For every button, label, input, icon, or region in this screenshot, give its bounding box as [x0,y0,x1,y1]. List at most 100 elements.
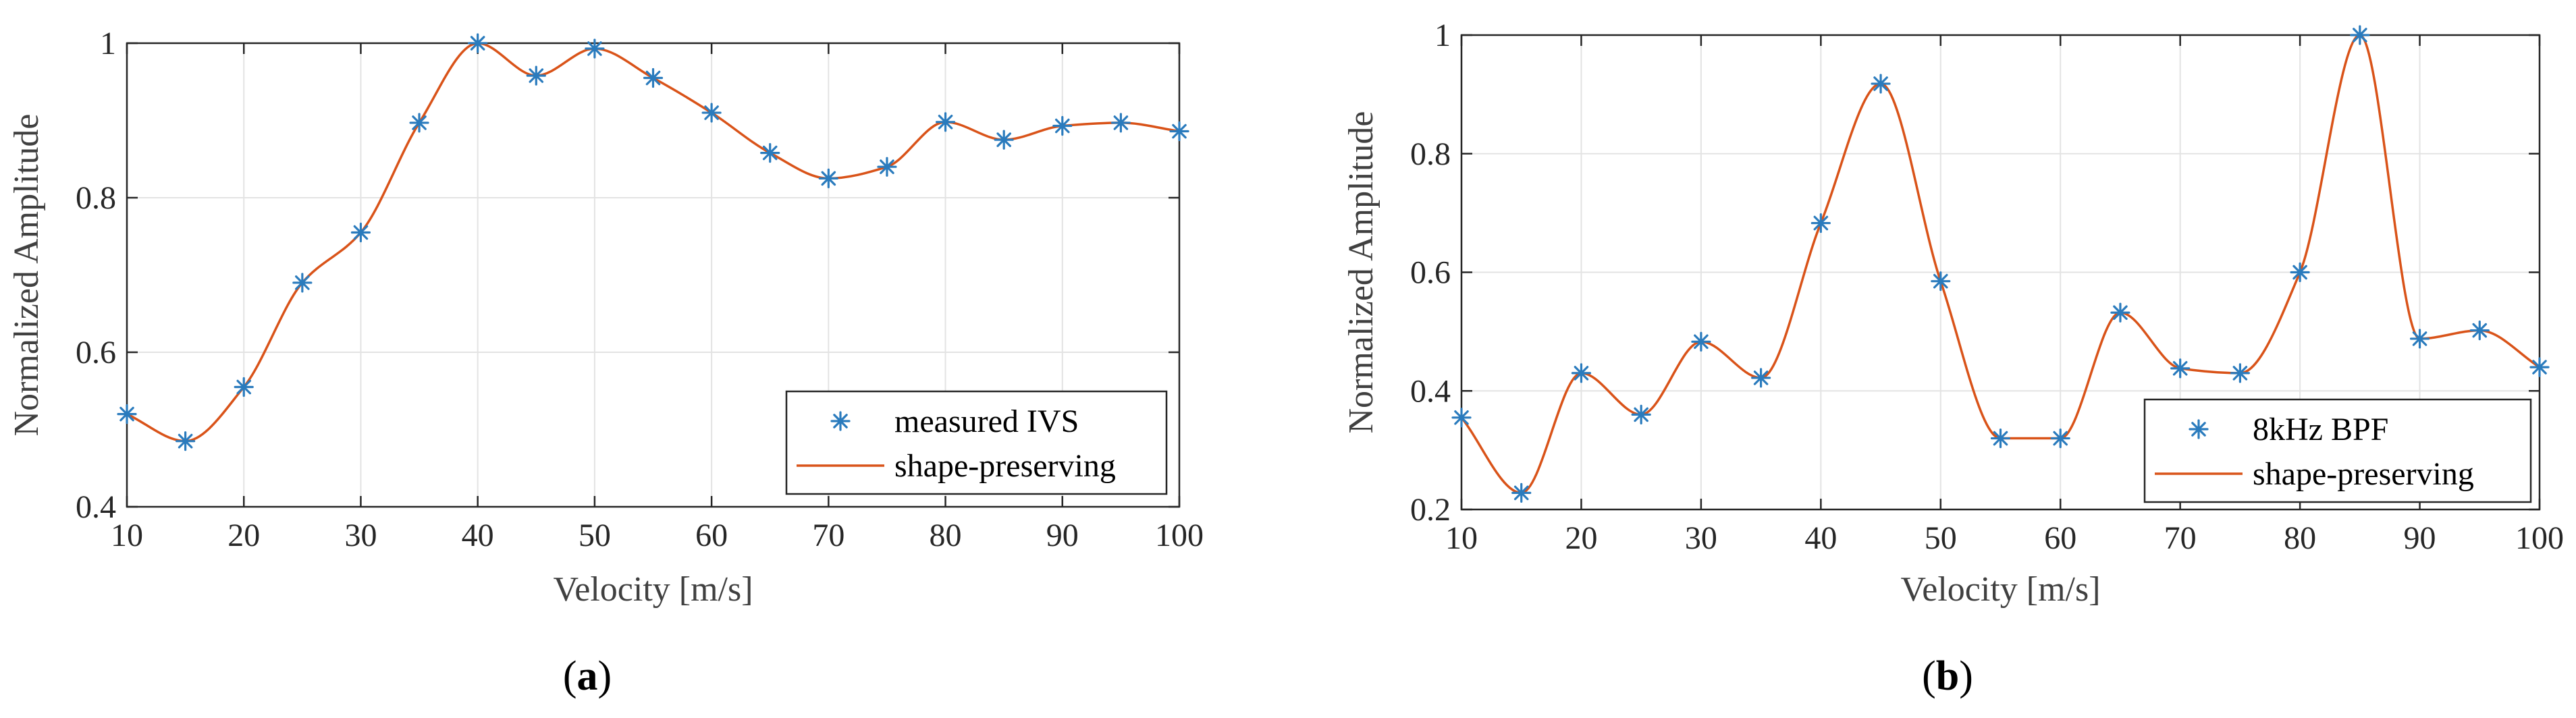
chart-b-y-tick-label: 0.4 [1410,373,1451,409]
chart-a-data-point [350,222,371,243]
chart-b-data-point [1990,428,2011,449]
chart-a-data-point [176,431,196,451]
chart-a-x-axis-label: Velocity [m/s] [553,570,753,609]
chart-b-legend-star [2189,419,2209,439]
chart-b-caption-close: ) [1959,653,1973,699]
chart-a-legend: measured IVS shape-preserving [785,390,1168,495]
chart-a-data-point [935,112,956,132]
chart-b-legend: 8kHz BPF shape-preserving [2143,398,2532,503]
chart-a-legend-label-line: shape-preserving [894,448,1116,484]
chart-a-data-point [468,33,488,53]
chart-b-data-point [1871,74,1891,94]
chart-b-x-tick-label: 30 [1685,520,1717,556]
chart-b-data-point [2110,302,2130,323]
chart-b-data-point [1571,363,1592,383]
chart-a-legend-marker-symbol [830,411,851,431]
chart-a-data-point [760,142,780,163]
chart-b-y-tick-label: 1 [1434,18,1451,53]
chart-b-x-tick-label: 60 [2044,520,2076,556]
chart-b-legend-box [2143,398,2532,503]
chart-a-data-point [117,404,137,424]
chart-b-y-tick-label: 0.8 [1410,136,1451,172]
chart-a-caption-letter: a [577,653,598,699]
chart-b-data-point [2290,262,2310,283]
chart-a-data-point [1052,115,1073,136]
chart-a-data-point [994,130,1014,150]
chart-b-legend-label-markers: 8kHz BPF [2253,412,2388,447]
chart-a-data-point [818,168,838,188]
chart-a-series-line [126,42,1180,443]
chart-a-caption-open: ( [563,653,577,699]
chart-a-x-tick-label: 30 [344,518,377,553]
chart-b-data-point [2529,357,2550,377]
chart-a-x-tick-label: 60 [695,518,728,553]
chart-b-caption-letter: b [1936,653,1959,699]
chart-b-data-point [2230,363,2250,383]
chart-a-x-tick-label: 50 [579,518,611,553]
chart-b-data-point [1451,408,1472,428]
chart-a-data-point [1169,121,1189,142]
chart-b-y-axis-label: Normalized Amplitude [1342,111,1380,433]
chart-b-x-tick-label: 80 [2284,520,2316,556]
chart-b-y-tick-label: 0.6 [1410,255,1451,291]
chart-a-y-tick-label: 0.6 [76,335,116,370]
chart-a-data-point [877,157,897,177]
chart-b-data-point [1631,404,1651,425]
chart-b-data-point [2409,329,2430,349]
chart-a-data-point [526,65,546,86]
chart-b-series-markers [1451,25,2550,503]
chart-a-y-tick-label: 1 [100,26,116,61]
chart-b-caption: (b) [1922,653,1973,699]
chart-a-y-axis-label: Normalized Amplitude [7,113,46,436]
chart-b-data-point [1931,271,1951,292]
chart-a-data-point [701,103,722,123]
chart-a-data-point [234,377,254,397]
chart-b-x-tick-label: 100 [2515,520,2564,556]
chart-a-caption-close: ) [598,653,612,699]
chart-a-x-tick-label: 70 [812,518,844,553]
chart-b: 10 20 30 40 50 60 70 80 90 100 0.2 0.4 0.6 0.8 1 Veloc… [1342,18,2564,699]
chart-a-x-tick-label: 100 [1155,518,1204,553]
chart-a-ticks: 10 20 30 40 50 60 70 80 90 100 0.4 0.6 0.8 1 [76,26,1204,553]
chart-a-data-point [643,67,664,88]
chart-a-x-tick-label: 20 [227,518,260,553]
chart-b-ticks: 10 20 30 40 50 60 70 80 90 100 0.2 0.4 0.6 0.8 1 [1410,18,2564,556]
chart-a-x-tick-label: 10 [111,518,143,553]
chart-a-series-markers [117,33,1189,451]
chart-b-caption-open: ( [1922,653,1936,699]
chart-a-data-point [1110,113,1131,133]
chart-b-legend-label-line: shape-preserving [2253,456,2474,492]
chart-b-x-tick-label: 40 [1804,520,1837,556]
chart-a-data-point [409,113,429,133]
chart-a-caption: (a) [563,653,612,699]
chart-b-x-tick-label: 50 [1925,520,1957,556]
chart-a-x-tick-label: 90 [1046,518,1079,553]
chart-b-data-point [1511,482,1532,503]
chart-b-data-point [2170,358,2191,379]
chart-b-data-point [2350,25,2370,45]
chart-b-x-tick-label: 10 [1445,520,1478,556]
chart-a-data-point [292,273,313,293]
chart-a-legend-label-markers: measured IVS [894,404,1079,439]
chart-a-y-tick-label: 0.4 [76,489,116,525]
chart-b-y-tick-label: 0.2 [1410,492,1451,528]
chart-a-plot-frame [126,42,1181,508]
chart-b-x-tick-label: 20 [1565,520,1597,556]
chart-a-y-tick-label: 0.8 [76,180,116,216]
chart-a: 10 20 30 40 50 60 70 80 90 100 0.4 0.6 0.8 1 Velocity… [7,26,1204,699]
chart-b-x-axis-label: Velocity [m/s] [1900,570,2100,609]
chart-b-x-tick-label: 90 [2404,520,2436,556]
chart-b-legend-marker-symbol [2189,419,2209,439]
chart-a-x-tick-label: 80 [930,518,962,553]
chart-a-x-tick-label: 40 [462,518,494,553]
chart-b-data-point [1751,368,1771,388]
chart-a-data-point [585,38,605,59]
chart-b-x-tick-label: 70 [2164,520,2197,556]
chart-b-data-point [1691,331,1711,352]
chart-b-data-point [1810,213,1831,233]
chart-a-legend-box [785,390,1168,495]
chart-a-legend-star [830,411,851,431]
chart-b-data-point [2050,428,2070,449]
chart-b-data-point [2469,321,2490,341]
